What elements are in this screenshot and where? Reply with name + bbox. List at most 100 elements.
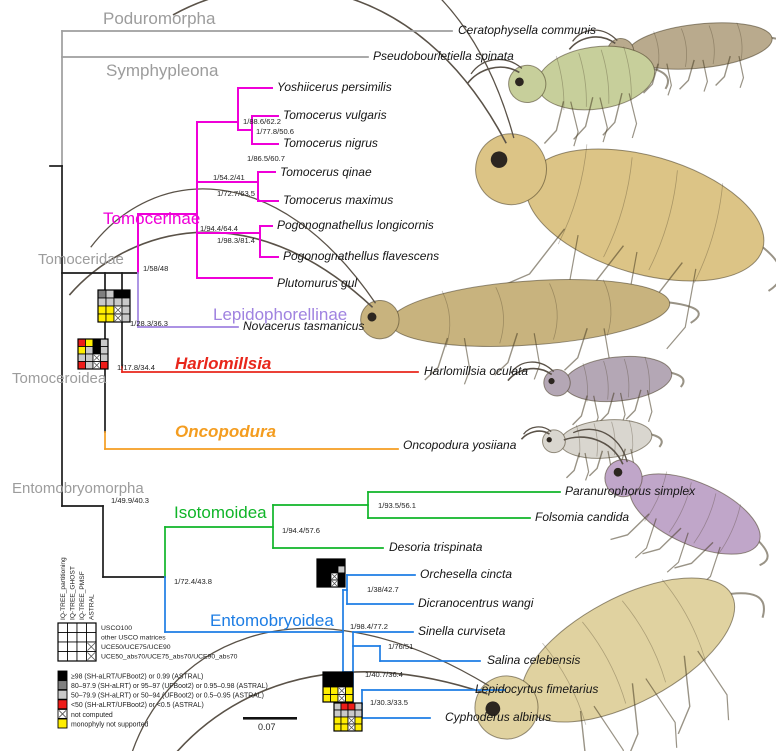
matrix-cell (77, 338, 86, 347)
leg (645, 678, 678, 748)
leg (463, 338, 471, 385)
segment-line (555, 55, 565, 111)
clade-label: Tomoceroidea (12, 370, 107, 387)
matrix-cell (322, 694, 331, 703)
support-value: 1/40.7/36.4 (365, 670, 403, 679)
matrix-cell (340, 716, 349, 725)
matrix-cell (316, 572, 325, 581)
matrix-cell (354, 702, 363, 711)
leaf-label: Yoshiicerus persimilis (277, 80, 392, 94)
leg (697, 650, 730, 721)
legend-key-label: ≥98 (SH-aLRT/UFBoot2) or 0.99 (ASTRAL) (71, 673, 203, 680)
leg (679, 59, 695, 90)
leaf-label: Pseudobourletiella spinata (373, 49, 514, 63)
leg (593, 705, 626, 751)
head (475, 133, 547, 206)
eye (485, 701, 501, 717)
leg (625, 683, 639, 751)
matrix-cell (347, 702, 356, 711)
segment-line (578, 52, 587, 107)
support-value: 1/94.4/64.4 (200, 224, 238, 233)
antenna (563, 436, 624, 465)
matrix-cell (100, 361, 109, 370)
matrix-cell (330, 679, 339, 688)
matrix-cell (330, 694, 339, 703)
head (604, 458, 643, 498)
matrix-cell (337, 558, 346, 567)
tomoceroidea-node-matrix (77, 338, 109, 370)
matrix-cell (322, 679, 331, 688)
eye (515, 77, 524, 87)
antenna (124, 671, 488, 751)
not-computed-x (338, 695, 345, 702)
matrix-cell (100, 346, 109, 355)
leaf-label: Novacerus tasmanicus (243, 319, 365, 333)
leg (588, 450, 604, 477)
segment-line (648, 170, 678, 271)
support-value: 1/72.4/43.8 (174, 577, 212, 586)
not-computed-x (114, 314, 122, 322)
legend-matrix-row: UCE50/UCE75/UCE90 (101, 644, 171, 651)
segment-line (582, 363, 588, 402)
matrix-cell (333, 709, 342, 718)
isotomoid-photo (563, 428, 769, 587)
segment-line (668, 482, 692, 533)
support-value: 1/94.4/57.6 (282, 526, 320, 535)
matrix-cell (330, 686, 339, 695)
matrix-cell (337, 579, 346, 588)
matrix-cell (316, 565, 325, 574)
leaf-label: Folsomia candida (535, 510, 630, 524)
eye (613, 467, 623, 477)
head (543, 369, 571, 397)
antenna (520, 430, 550, 440)
antenna (466, 66, 520, 84)
matrix-cell (97, 305, 107, 315)
segment-line (582, 621, 627, 704)
antenna (216, 0, 515, 139)
segment-line (644, 356, 650, 396)
clade-label: Poduromorpha (103, 9, 216, 28)
leg (570, 101, 579, 147)
matrix-cell (345, 679, 354, 688)
clade-label: Oncopodura (175, 422, 277, 441)
leg (634, 518, 657, 559)
matrix-cell (333, 723, 342, 732)
leg (666, 532, 689, 573)
legend-key-swatch (57, 680, 68, 691)
legend-method-column: IQ-TREE_PMSF (79, 571, 86, 620)
segment-line (708, 25, 715, 65)
matrix-cell (76, 641, 87, 652)
leaf-label: Oncopodura yosiiana (403, 438, 517, 452)
matrix-cell (105, 289, 115, 299)
head (360, 299, 400, 340)
legend-key-swatch (57, 699, 68, 710)
segment-line (542, 642, 587, 725)
matrix-cell (333, 702, 342, 711)
matrix-cell (57, 641, 68, 652)
legend-key-label: not computed (71, 712, 113, 719)
legend-key-label: <50 (SH-aLRT/UFBoot2) or <0.5 (ASTRAL) (71, 702, 204, 709)
leaf-label: Paranurophorus simplex (565, 484, 696, 498)
body (525, 148, 765, 282)
clade-label: Harlomillsia (175, 354, 272, 373)
support-value: 1/38/42.7 (367, 585, 399, 594)
not-computed-x (114, 306, 122, 314)
leg (677, 655, 691, 735)
not-computed-x (87, 642, 96, 651)
legend-matrix-row: UCE50_abs70/UCE75_abs70/UCE90_abs70 (101, 654, 238, 661)
leg (642, 527, 682, 555)
head (508, 64, 547, 104)
leg (599, 97, 608, 143)
matrix-cell (354, 709, 363, 718)
segment-line (644, 471, 668, 522)
matrix-cell (100, 338, 109, 347)
matrix-cell (86, 622, 97, 633)
harlomillsia-photo (507, 355, 685, 428)
antenna (68, 231, 374, 308)
leg (533, 333, 541, 380)
matrix-cell (345, 686, 354, 695)
novacerus-photo (68, 188, 700, 385)
matrix-cell (97, 289, 107, 299)
body (563, 355, 673, 403)
